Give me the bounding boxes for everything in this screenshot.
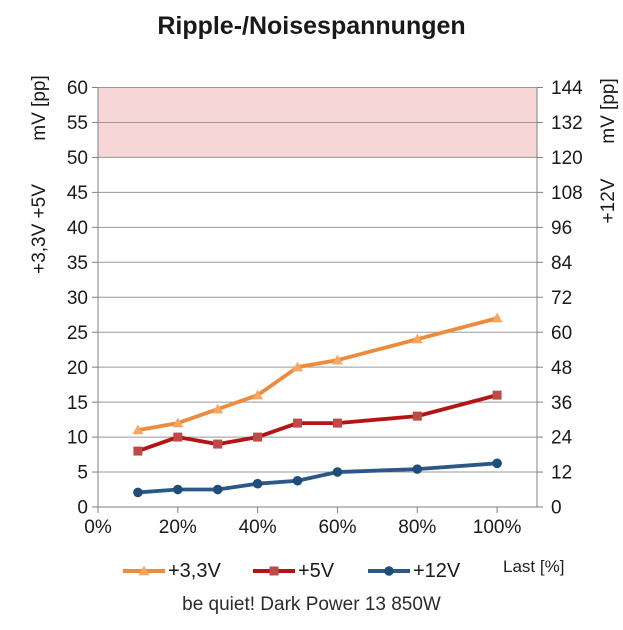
left-axis-tick-label: 0 (77, 498, 88, 519)
series-marker-12V (133, 487, 143, 498)
left-axis-tick-label: 15 (67, 393, 88, 414)
legend-label: +12V (413, 559, 461, 582)
series-marker-5V (412, 411, 422, 421)
series-marker-33V (132, 424, 144, 435)
series-marker-12V (412, 464, 423, 474)
series-marker-33V (491, 312, 503, 323)
legend-item-5V: +5V (252, 558, 334, 584)
right-axis-tick-label: 48 (551, 358, 572, 379)
series-marker-33V (252, 389, 264, 400)
right-axis-rails-label: +12V (598, 178, 619, 224)
legend-swatch-icon (368, 566, 410, 576)
legend-item-33V: +3,3V (122, 558, 221, 584)
x-axis-tick-label: 60% (318, 517, 356, 538)
right-axis-tick-label: 132 (551, 113, 583, 134)
left-axis-unit-label: mV [pp] (29, 75, 50, 141)
series-marker-5V (253, 432, 263, 442)
series-marker-12V (332, 467, 343, 477)
left-axis-rails-label: +3,3V +5V (29, 184, 50, 274)
x-axis-tick-label: 0% (84, 517, 112, 538)
series-marker-5V (293, 418, 303, 428)
right-axis-tick-label: 108 (551, 183, 583, 204)
left-axis-tick-label: 55 (67, 113, 88, 134)
x-axis-unit-label: Last [%] (503, 557, 565, 576)
right-axis-tick-label: 96 (551, 218, 572, 239)
series-marker-33V (212, 403, 224, 414)
left-axis-tick-label: 40 (67, 218, 88, 239)
series-marker-33V (331, 354, 343, 365)
right-axis-tick-label: 120 (551, 148, 583, 169)
legend-label: +5V (298, 559, 335, 582)
series-line-33V (136, 316, 499, 432)
series-marker-12V (252, 478, 263, 489)
series-marker-5V (133, 446, 143, 456)
right-axis-tick-label: 12 (551, 463, 572, 484)
series-line-12V (136, 461, 499, 495)
left-axis-tick-label: 60 (67, 78, 88, 99)
right-axis-tick-label: 84 (551, 253, 573, 274)
left-axis-tick-label: 35 (67, 253, 88, 274)
series-marker-33V (292, 361, 304, 372)
right-axis-tick-label: 36 (551, 393, 572, 414)
chart-title: Ripple-/Noisespannungen (157, 12, 466, 40)
legend-label: +3,3V (168, 559, 221, 582)
series-marker-5V (332, 418, 342, 428)
left-axis-tick-label: 20 (67, 358, 88, 379)
left-axis-tick-label: 30 (67, 288, 88, 309)
x-axis-tick-label: 40% (239, 517, 277, 538)
chart-caption: be quiet! Dark Power 13 850W (182, 594, 441, 615)
right-axis-tick-label: 0 (551, 498, 562, 519)
series-marker-12V (492, 458, 502, 469)
left-axis-tick-label: 45 (67, 183, 88, 204)
left-axis-tick-label: 10 (67, 428, 88, 449)
series-line-5V (136, 393, 499, 453)
series-marker-33V (172, 417, 184, 428)
x-axis-tick-label: 80% (398, 517, 436, 538)
legend-item-12V: +12V (367, 558, 460, 584)
right-axis-tick-label: 72 (551, 288, 572, 309)
left-axis-tick-label: 50 (67, 148, 88, 169)
right-axis-unit-label: mV [pp] (598, 78, 619, 144)
right-axis-tick-label: 144 (551, 78, 583, 99)
series-marker-33V (411, 333, 423, 344)
x-axis-tick-label: 100% (473, 517, 522, 538)
series-marker-12V (212, 484, 223, 495)
legend-swatch-icon (253, 566, 295, 576)
x-axis-tick-label: 20% (159, 517, 197, 538)
left-axis-tick-label: 5 (77, 463, 88, 484)
left-axis-tick-label: 25 (67, 323, 88, 344)
series-marker-5V (173, 432, 183, 442)
legend-swatch-icon (123, 565, 165, 576)
right-axis-tick-label: 60 (551, 323, 572, 344)
series-marker-5V (492, 390, 502, 400)
series-marker-12V (173, 484, 183, 495)
series-marker-12V (292, 475, 303, 486)
right-axis-tick-label: 24 (551, 428, 573, 449)
series-marker-5V (213, 439, 223, 449)
